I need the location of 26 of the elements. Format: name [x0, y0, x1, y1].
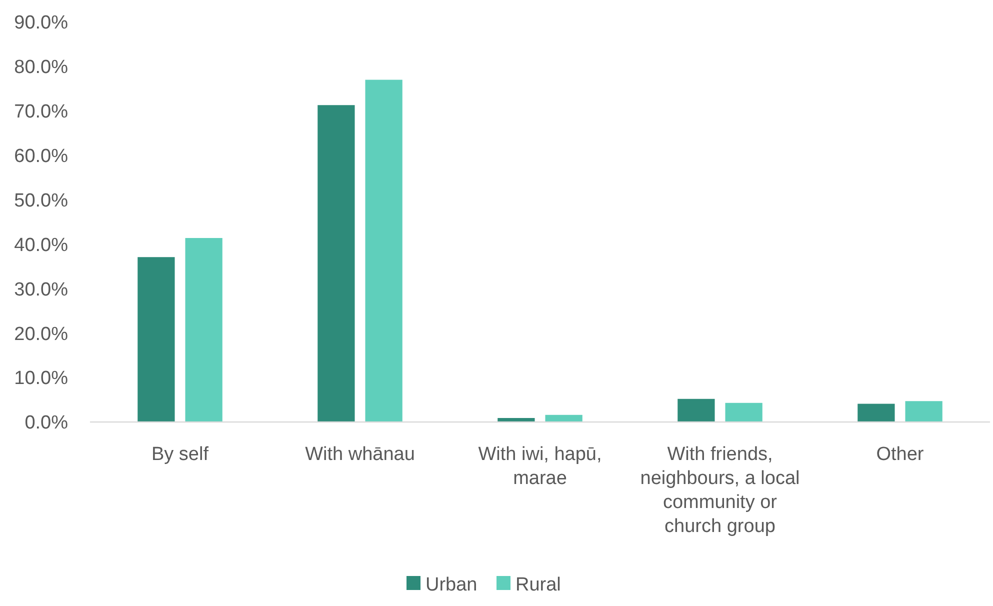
bar — [905, 401, 942, 422]
x-tick-label: By self — [151, 444, 210, 465]
legend-label: Urban — [426, 574, 478, 596]
bar — [365, 80, 402, 422]
y-tick-label: 70.0% — [14, 102, 68, 123]
bar — [318, 105, 355, 422]
y-tick-label: 10.0% — [14, 368, 68, 390]
bar — [725, 402, 762, 422]
x-tick-label: With iwi, hapū, marae — [478, 444, 602, 489]
bar — [678, 398, 715, 422]
x-tick-label: Other — [876, 444, 924, 465]
y-tick-label: 0.0% — [24, 412, 68, 434]
bar — [138, 257, 175, 422]
bar — [545, 414, 582, 422]
y-tick-label: 60.0% — [14, 146, 68, 167]
y-tick-label: 50.0% — [14, 190, 68, 212]
y-tick-label: 40.0% — [14, 234, 68, 256]
bar — [858, 404, 895, 422]
bar — [185, 238, 222, 422]
y-tick-label: 80.0% — [14, 57, 68, 78]
legend-label: Rural — [516, 574, 561, 596]
y-tick-label: 90.0% — [14, 12, 68, 34]
y-tick-label: 30.0% — [14, 279, 68, 300]
y-tick-label: 20.0% — [14, 324, 68, 345]
x-tick-label: With friends, neighbours, a local community or church group — [640, 444, 800, 537]
x-tick-label: With whānau — [305, 444, 415, 465]
